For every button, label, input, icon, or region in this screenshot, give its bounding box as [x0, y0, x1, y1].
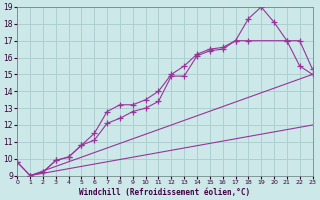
X-axis label: Windchill (Refroidissement éolien,°C): Windchill (Refroidissement éolien,°C) — [79, 188, 251, 197]
